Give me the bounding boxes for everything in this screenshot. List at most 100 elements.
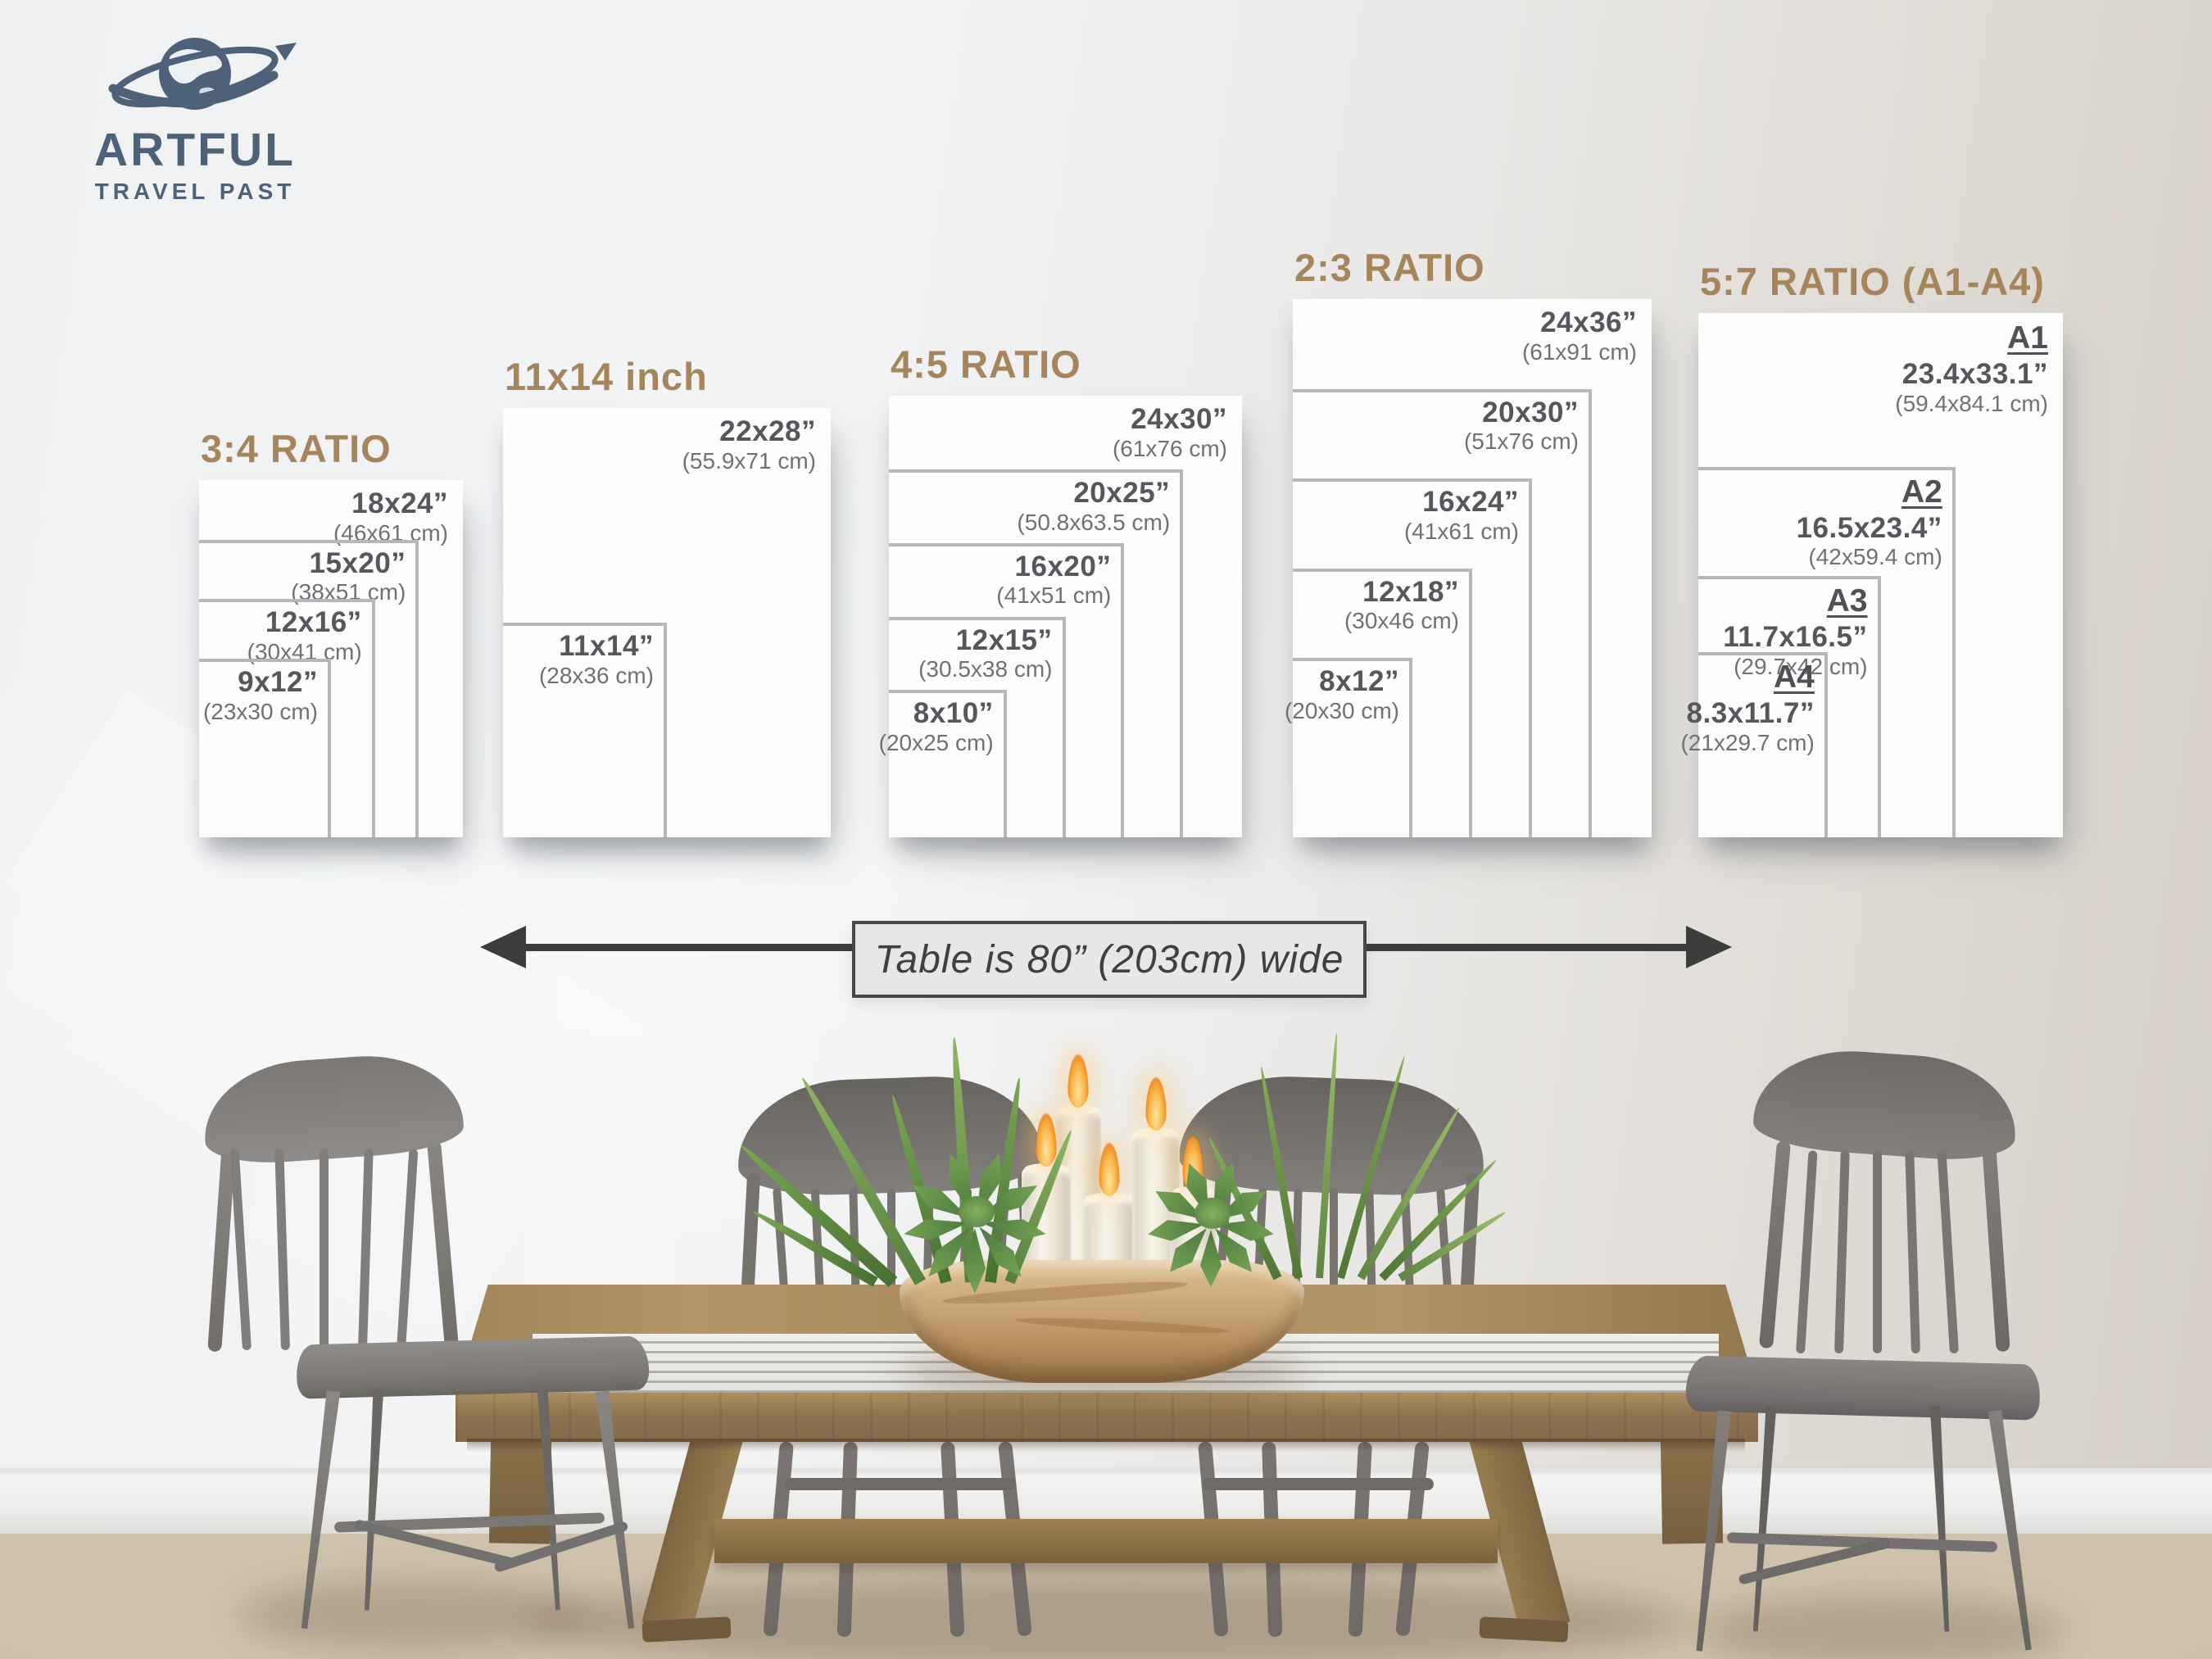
- size-label-inches: 12x16”: [265, 606, 362, 639]
- globe-orbit-icon: [108, 38, 297, 110]
- size-outline-16.5x23.4: [1698, 466, 1956, 837]
- succulent-center: [959, 1196, 995, 1227]
- back-chair-spindle: [1330, 1188, 1338, 1299]
- size-label-inches: 23.4x33.1”: [1902, 358, 2048, 391]
- size-group-3-4-ratio: 3:4 RATIO 18x24” (46x61 cm) 15x20” (38x51 cm…: [199, 427, 463, 837]
- size-label-inches: 24x36”: [1540, 306, 1637, 338]
- size-label: 18x24” (46x61 cm): [333, 488, 448, 546]
- table-width-note: Table is 80” (203cm) wide: [852, 921, 1367, 998]
- size-label-series: A3: [1826, 582, 1868, 619]
- size-label-cm: (41x61 cm): [1403, 518, 1519, 544]
- size-label-cm: (21x29.7 cm): [1680, 729, 1815, 755]
- front-chair-spindle: [1873, 1150, 1882, 1353]
- size-label: 16x20” (41x51 cm): [996, 551, 1111, 609]
- size-group-title: 2:3 RATIO: [1294, 246, 1485, 289]
- size-outline-12x15: [889, 616, 1066, 837]
- back-chair-stretcher: [1203, 1478, 1434, 1490]
- size-label: 24x30” (61x76 cm): [1113, 404, 1227, 461]
- size-label-inches: 12x15”: [955, 623, 1053, 656]
- size-label: 12x18” (30x46 cm): [1344, 575, 1459, 634]
- size-outline-11x14: [503, 623, 667, 837]
- size-outline-8.3x11.7: [1698, 651, 1828, 837]
- size-label-series: A1: [2007, 320, 2048, 356]
- size-label-cm: (30x46 cm): [1344, 608, 1459, 634]
- candle-top: [1086, 1193, 1132, 1203]
- size-label-series: A2: [1901, 474, 1942, 510]
- size-label: 8x12” (20x30 cm): [1285, 666, 1399, 723]
- brand-name-line1: ARTFUL: [94, 124, 296, 176]
- size-label: 8x10” (20x25 cm): [879, 698, 994, 755]
- size-label-inches: 9x12”: [238, 666, 318, 698]
- size-label: A2 16.5x23.4” (42x59.4 cm): [1796, 474, 1942, 570]
- size-label-cm: (23x30 cm): [202, 698, 318, 724]
- size-label-inches: 18x24”: [351, 487, 448, 519]
- size-label-inches: 8x10”: [913, 697, 994, 730]
- size-outline-20x30: [1293, 388, 1592, 837]
- size-group-title: 4:5 RATIO: [891, 342, 1081, 386]
- size-label-cm: (41x51 cm): [996, 582, 1112, 609]
- brand-logo: ARTFUL TRAVEL PAST: [72, 28, 318, 205]
- size-label-inches: 20x25”: [1073, 476, 1171, 509]
- size-outline-15x20: [199, 539, 419, 837]
- size-label: 22x28” (55.9x71 cm): [682, 416, 816, 474]
- size-label-cm: (42x59.4 cm): [1808, 544, 1942, 570]
- back-chair-stretcher: [785, 1478, 1016, 1490]
- size-group-11x14-inch: 11x14 inch 22x28” (55.9x71 cm) 11x14” (28x36…: [503, 355, 831, 837]
- size-label-inches: 11x14”: [559, 630, 654, 662]
- candle-top: [1135, 1127, 1176, 1137]
- size-label-inches: 20x30”: [1482, 396, 1579, 428]
- size-group-title: 11x14 inch: [505, 355, 708, 398]
- size-label: A4 8.3x11.7” (21x29.7 cm): [1680, 660, 1814, 755]
- size-outline-20x25: [889, 469, 1184, 837]
- size-label: 20x30” (51x76 cm): [1464, 397, 1579, 455]
- size-group-5-7-ratio-a1-a4: 5:7 RATIO (A1-A4) A1 23.4x33.1” (59.4x84.1 …: [1680, 260, 2063, 837]
- size-group-title: 5:7 RATIO (A1-A4): [1700, 260, 2045, 303]
- size-label-inches: 22x28”: [719, 415, 816, 447]
- arrow-left-icon: [480, 926, 526, 968]
- candle-flame: [1067, 1054, 1089, 1108]
- size-label-inches: 15x20”: [309, 546, 406, 579]
- table-stretcher-beam: [714, 1519, 1498, 1563]
- arrow-right-icon: [1686, 926, 1732, 968]
- candle-top: [1058, 1104, 1098, 1114]
- size-label-inches: 16.5x23.4”: [1796, 511, 1942, 544]
- candle-flame: [1099, 1142, 1120, 1196]
- size-label-inches: 24x30”: [1131, 403, 1227, 435]
- size-label: 15x20” (38x51 cm): [291, 546, 406, 605]
- size-outline-16x24: [1293, 478, 1532, 837]
- size-outline-12x18: [1293, 568, 1472, 837]
- table-under-shadow: [467, 1439, 1745, 1452]
- size-label-cm: (30.5x38 cm): [918, 656, 1053, 682]
- size-label: 11x14” (28x36 cm): [539, 631, 654, 688]
- size-label-cm: (61x76 cm): [1112, 435, 1227, 461]
- size-group-title: 3:4 RATIO: [201, 427, 392, 470]
- front-chair-seat: [296, 1335, 650, 1399]
- size-group-2-3-ratio: 2:3 RATIO 24x36” (61x91 cm) 20x30” (51x76 cm…: [1285, 246, 1652, 837]
- size-label-cm: (28x36 cm): [538, 662, 654, 688]
- chair-floor-shadow: [1696, 1596, 2065, 1659]
- poster-largest-size: [1698, 313, 2063, 837]
- size-outline-16x20: [889, 542, 1125, 837]
- size-label-cm: (29.7x42 cm): [1734, 653, 1868, 679]
- size-label-cm: (59.4x84.1 cm): [1895, 390, 2048, 416]
- size-label-cm: (51x76 cm): [1463, 428, 1579, 455]
- table-end-bracket-left: [488, 1439, 552, 1544]
- size-label-cm: (55.9x71 cm): [682, 447, 816, 474]
- size-outline-8x12: [1293, 658, 1412, 837]
- size-label-cm: (50.8x63.5 cm): [1017, 509, 1171, 535]
- size-label: A3 11.7x16.5” (29.7x42 cm): [1723, 582, 1868, 679]
- size-label: A1 23.4x33.1” (59.4x84.1 cm): [1895, 320, 2048, 416]
- brand-name-line2: TRAVEL PAST: [94, 179, 296, 204]
- candle-flame: [1036, 1113, 1057, 1167]
- succulent-center: [1194, 1198, 1231, 1229]
- table-foot-right: [1479, 1616, 1569, 1643]
- size-outline-11.7x16.5: [1698, 575, 1881, 837]
- size-label: 12x16” (30x41 cm): [247, 607, 362, 664]
- size-label: 20x25” (50.8x63.5 cm): [1017, 478, 1170, 535]
- chair-floor-shadow: [238, 1580, 590, 1650]
- size-label-cm: (20x30 cm): [1284, 697, 1399, 723]
- table-front-face: [456, 1393, 1758, 1442]
- size-label: 16x24” (41x61 cm): [1404, 487, 1519, 544]
- size-label-inches: 12x18”: [1362, 575, 1459, 608]
